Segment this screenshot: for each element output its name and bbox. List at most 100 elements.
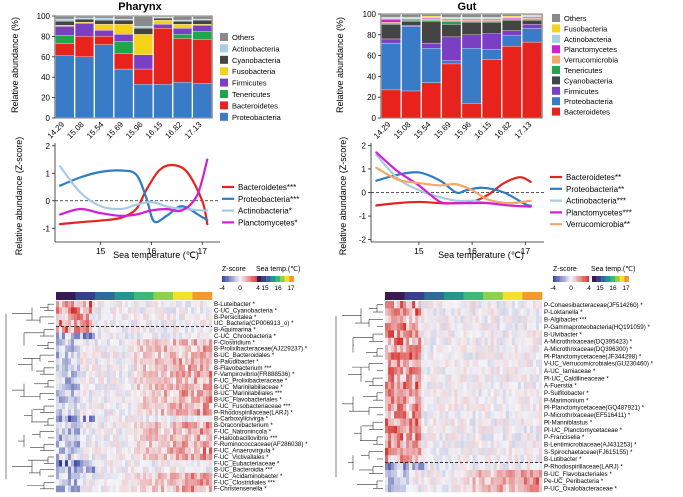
pharynx-heatmap-heat-cell <box>194 390 198 397</box>
pharynx-heatmap-heat-cell <box>128 345 132 353</box>
pharynx-heatmap-heat-cell <box>125 447 129 454</box>
pharynx-heatmap-heat-cell <box>83 441 87 448</box>
gut-heatmap-heat-cell <box>538 337 543 346</box>
gut-heatmap-heat-cell <box>526 433 531 441</box>
gut-heatmap-heat-cell <box>526 345 531 353</box>
pharynx-heatmap-heat-cell <box>209 307 213 314</box>
gut-heatmap-heat-cell <box>391 352 395 360</box>
pharynx-heatmap-heat-cell <box>122 466 126 474</box>
pharynx-heatmap-heat-cell <box>191 434 195 442</box>
pharynx-heatmap-heat-cell <box>62 332 66 340</box>
gut-heatmap-heat-cell <box>532 484 537 493</box>
gut-heatmap-heat-cell <box>499 477 503 485</box>
pharynx-heatmap-heat-cell <box>155 409 159 416</box>
pharynx-line-series-line <box>58 158 209 218</box>
gut-heatmap-row-label: Pl-UC_Planctomycetaceae * <box>544 427 623 434</box>
pharynx-heatmap-heat-cell <box>194 320 198 327</box>
gut-heatmap-heat-cell <box>403 462 407 471</box>
pharynx-heatmap-heat-cell <box>152 428 156 435</box>
gut-heatmap-heat-cell <box>469 484 473 493</box>
pharynx-heatmap-heat-cell <box>62 415 66 423</box>
gut-heatmap-heat-cell <box>469 315 473 324</box>
pharynx-heatmap-heat-cell <box>65 479 69 486</box>
pharynx-heatmap-heat-cell <box>173 326 177 334</box>
pharynx-heatmap-heat-cell <box>116 402 120 410</box>
pharynx-heatmap-heat-cell <box>59 479 63 486</box>
gut-heatmap-heat-cell <box>457 396 461 405</box>
gut-heatmap-heat-cell <box>442 484 446 493</box>
gut-heatmap-heat-cell <box>415 389 419 397</box>
pharynx-heatmap-heat-cell <box>107 377 111 384</box>
gut-heatmap-heat-cell <box>532 308 537 316</box>
gut-legend-swatch <box>552 97 560 106</box>
gut-heatmap-heat-cell <box>505 381 509 390</box>
gut-heatmap-heat-cell <box>496 418 500 427</box>
gut-heatmap-heat-cell <box>529 330 534 338</box>
gut-heatmap-heat-cell <box>496 381 500 390</box>
pharynx-heatmap-heat-cell <box>95 383 99 391</box>
pharynx-heatmap-heat-cell <box>125 332 129 340</box>
gut-heatmap-heat-cell <box>481 462 485 471</box>
gut-heatmap-heat-cell <box>406 440 410 449</box>
pharynx-heatmap-heat-cell <box>92 301 96 308</box>
pharynx-heatmap-heat-cell <box>137 326 141 334</box>
pharynx-heatmap-heat-cell <box>104 339 108 346</box>
gut-heatmap-heat-cell <box>493 352 497 360</box>
gut-heatmap-heat-cell <box>469 330 473 338</box>
gut-heatmap-heat-cell <box>442 345 446 353</box>
gut-heatmap-heat-cell <box>415 425 419 434</box>
pharynx-heatmap-heat-cell <box>206 345 210 353</box>
pharynx-heatmap-temp-strip-cell <box>173 292 193 300</box>
pharynx-heatmap-heat-cell <box>146 396 150 404</box>
pharynx-heatmap-heat-cell <box>128 460 132 467</box>
pharynx-heatmap-heat-cell <box>134 402 138 410</box>
pharynx-heatmap-heat-cell <box>194 332 198 340</box>
gut-heatmap-heat-cell <box>463 323 467 331</box>
pharynx-heatmap-heat-cell <box>182 434 186 442</box>
pharynx-heatmap-heat-cell <box>92 402 96 410</box>
gut-heatmap-heat-cell <box>475 418 479 427</box>
pharynx-heatmap-heat-cell <box>56 447 60 454</box>
pharynx-heatmap-heat-cell <box>209 402 213 410</box>
pharynx-heatmap-heat-cell <box>185 313 189 321</box>
gut-heatmap-heat-cell <box>475 359 479 368</box>
pharynx-heatmap-heat-cell <box>149 485 153 493</box>
pharynx-heatmap-heat-cell <box>161 320 165 327</box>
gut-heatmap-heat-cell <box>406 403 410 412</box>
pharynx-heatmap-heat-cell <box>104 345 108 353</box>
pharynx-heatmap-heat-cell <box>158 485 162 493</box>
gut-heatmap-heat-cell <box>454 323 458 331</box>
gut-ytick-label: 40 <box>367 72 376 81</box>
gut-heatmap-heat-cell <box>427 352 431 360</box>
gut-heatmap-heat-cell <box>502 440 506 449</box>
pharynx-heatmap-heat-cell <box>68 364 72 372</box>
pharynx-heatmap-heat-cell <box>101 428 105 435</box>
pharynx-heatmap-heat-cell <box>176 339 180 346</box>
gut-heatmap-heat-cell <box>484 308 488 316</box>
pharynx-heatmap-heat-cell <box>62 364 66 372</box>
pharynx-heatmap-heat-cell <box>95 472 99 480</box>
pharynx-heatmap-heat-cell <box>185 396 189 404</box>
gut-heatmap-heat-cell <box>448 381 452 390</box>
gut-heatmap-heat-cell <box>472 367 476 375</box>
pharynx-heatmap-heat-cell <box>92 472 96 480</box>
gut-heatmap-heat-cell <box>499 462 503 471</box>
gut-heatmap-heat-cell <box>430 455 434 463</box>
pharynx-heatmap-heat-cell <box>107 345 111 353</box>
gut-heatmap-heat-cell <box>445 462 449 471</box>
pharynx-heatmap-heat-cell <box>209 345 213 353</box>
pharynx-heatmap-heat-cell <box>104 371 108 378</box>
pharynx-heatmap-heat-cell <box>116 313 120 321</box>
pharynx-heatmap-heat-cell <box>74 402 78 410</box>
pharynx-heatmap-heat-cell <box>170 339 174 346</box>
pharynx-heatmap-heat-cell <box>92 339 96 346</box>
gut-line-xtick-label: 15 <box>414 246 424 256</box>
gut-heatmap-heat-cell <box>463 315 467 324</box>
gut-heatmap-heat-cell <box>436 301 440 309</box>
pharynx-line-legend-label: Proteobacteria*** <box>238 195 299 204</box>
pharynx-heatmap-heat-cell <box>59 421 63 429</box>
gut-heatmap-heat-cell <box>475 301 479 309</box>
pharynx-heatmap-heat-cell <box>164 345 168 353</box>
pharynx-bar-segment <box>192 31 212 40</box>
